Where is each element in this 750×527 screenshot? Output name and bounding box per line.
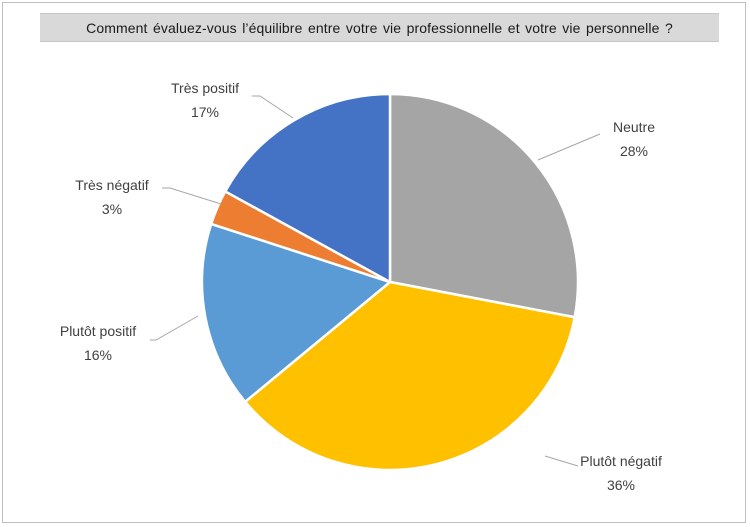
pie-slice-plut-t-n-gatif [243,280,576,472]
slice-category-label: Très négatif [75,177,149,193]
pie-slice-neutre [388,92,580,319]
leader-line [162,187,222,205]
pie-slice-tr-s-positif [224,92,392,284]
slice-value-label: 3% [102,201,122,217]
slice-value-label: 16% [84,347,112,363]
slice-category-label: Plutôt négatif [580,453,662,469]
pie-slice-plut-t-positif [200,222,392,404]
leader-line [150,315,199,341]
leader-lines [150,95,601,467]
slice-category-label: Très positif [171,80,239,96]
slice-value-label: 28% [620,143,648,159]
slice-labels: Neutre 28% Plutôt négatif 36% Plutôt positif… [60,80,662,493]
slice-value-label: 17% [191,104,219,120]
slice-category-label: Plutôt positif [60,323,136,339]
slice-category-label: Neutre [613,119,655,135]
pie-slices [200,92,580,472]
chart-title: Comment évaluez-vous l’équilibre entre v… [40,13,719,42]
leader-line [252,95,294,119]
slice-value-label: 36% [607,477,635,493]
leader-line [544,455,579,467]
leader-line [537,133,601,161]
